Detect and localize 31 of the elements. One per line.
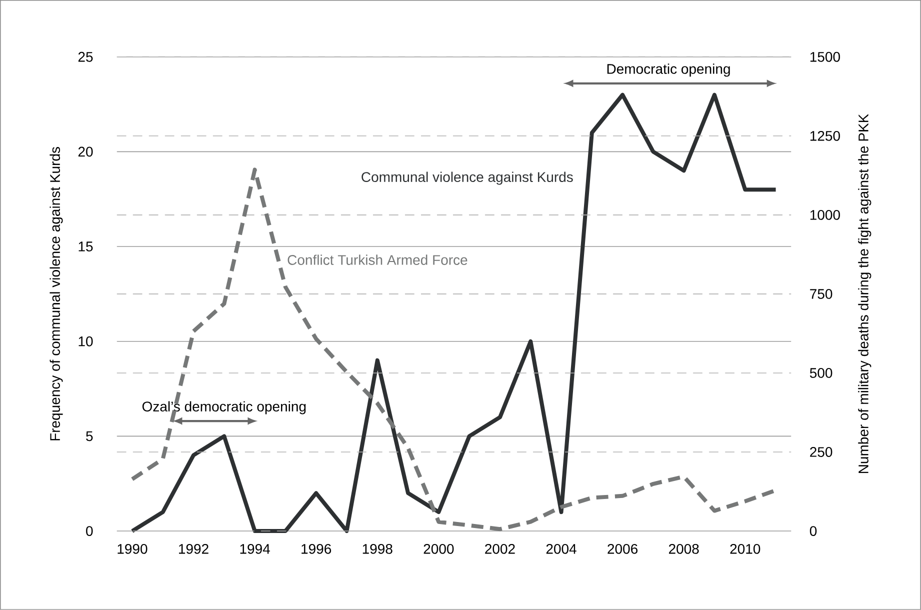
x-tick-label: 1994 xyxy=(240,544,270,554)
x-tick-label: 1998 xyxy=(362,544,392,554)
y-axis-title: Frequency of communal violence against Kurds xyxy=(50,147,63,440)
series-label: Communal violence against Kurds xyxy=(362,172,573,185)
line-series xyxy=(130,92,778,534)
y2-tick-label: 0 xyxy=(810,526,817,536)
y2-tick-label: 1250 xyxy=(810,130,840,141)
y2-axis-title: Number of military deaths during the fight against the PKK xyxy=(858,114,872,474)
y-tick-label: 10 xyxy=(78,336,93,346)
series-label: Conflict Turkish Armed Force xyxy=(288,254,468,266)
y2-tick-label: 750 xyxy=(810,289,832,299)
annotation: Ozal’s democratic opening xyxy=(142,401,306,414)
y-tick-label: 5 xyxy=(86,431,93,442)
y-tick-label: 20 xyxy=(78,146,93,157)
x-tick-label: 2002 xyxy=(485,544,515,554)
x-tick-label: 2000 xyxy=(424,544,454,554)
y2-tick-label: 500 xyxy=(810,368,832,378)
y-tick-label: 0 xyxy=(86,526,93,536)
x-tick-label: 1996 xyxy=(302,544,332,554)
x-tick-label: 1992 xyxy=(179,544,208,554)
x-tick-label: 2004 xyxy=(546,544,576,554)
x-tick-label: 2006 xyxy=(608,544,638,554)
annotation: Democratic opening xyxy=(607,64,730,77)
x-tick-label: 2008 xyxy=(668,544,699,554)
y2-tick-label: 250 xyxy=(810,447,832,458)
y-tick-label: 15 xyxy=(78,242,93,252)
y-tick-label: 25 xyxy=(78,52,93,62)
x-tick-label: 2010 xyxy=(730,544,760,554)
y2-tick-label: 1500 xyxy=(810,52,840,62)
x-tick-label: 1990 xyxy=(118,544,148,554)
y2-tick-label: 1000 xyxy=(810,210,840,220)
